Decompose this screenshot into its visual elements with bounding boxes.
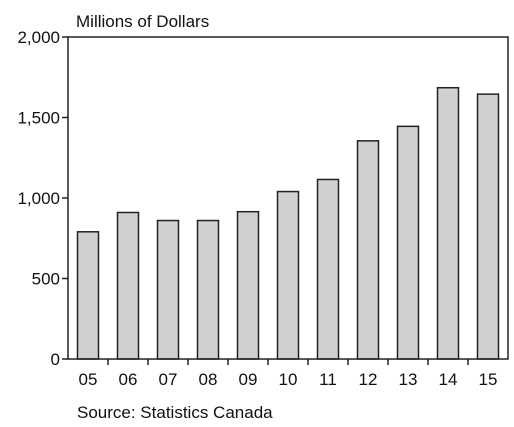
x-axis-ticks: 05 06 07 08 09 10 11 12 13 14 15 <box>79 359 498 389</box>
bar-07 <box>156 219 180 360</box>
y-tick-label: 1,500 <box>17 109 60 128</box>
y-tick-label: 500 <box>32 270 60 289</box>
x-tick-label: 09 <box>239 370 258 389</box>
bar-10 <box>276 190 300 360</box>
bar-08 <box>196 219 220 360</box>
x-tick-label: 08 <box>199 370 218 389</box>
bar-12 <box>356 140 380 360</box>
y-tick-label: 1,000 <box>17 189 60 208</box>
y-axis-label: Millions of Dollars <box>76 12 209 31</box>
x-tick-label: 07 <box>159 370 178 389</box>
y-tick-label: 0 <box>51 350 60 369</box>
x-tick-label: 10 <box>279 370 298 389</box>
bar-09 <box>236 210 260 360</box>
x-tick-label: 06 <box>119 370 138 389</box>
bars-group <box>76 86 500 360</box>
bar-05 <box>76 231 100 360</box>
bar-06 <box>116 211 140 360</box>
plot-frame <box>67 36 509 360</box>
bar-11 <box>316 178 340 360</box>
x-tick-label: 12 <box>359 370 378 389</box>
x-tick-label: 15 <box>479 370 498 389</box>
x-tick-label: 14 <box>439 370 458 389</box>
y-tick-label: 2,000 <box>17 28 60 47</box>
bar-15 <box>476 93 500 360</box>
y-axis-ticks: 0 500 1,000 1,500 2,000 <box>17 28 68 369</box>
x-tick-label: 05 <box>79 370 98 389</box>
x-tick-label: 13 <box>399 370 418 389</box>
bar-13 <box>396 125 420 360</box>
source-note: Source: Statistics Canada <box>77 403 273 422</box>
bar-14 <box>436 86 460 360</box>
x-tick-label: 11 <box>319 370 337 389</box>
